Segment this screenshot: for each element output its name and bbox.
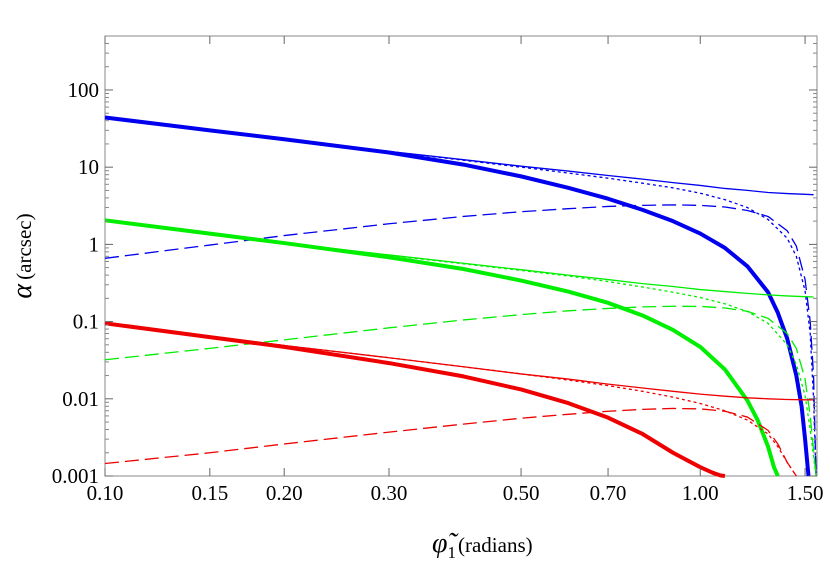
series-line-8 (104, 305, 817, 477)
series-line-1 (104, 115, 811, 477)
series-line-3 (104, 116, 817, 477)
y-tick-label: 100 (68, 78, 100, 102)
series-line-7 (104, 219, 817, 477)
x-axis-label: φ̃1(radians) (432, 528, 533, 562)
y-tick-label: 0.1 (73, 310, 99, 334)
series-line-12 (104, 407, 797, 477)
y-tick-label: 0.001 (52, 464, 99, 488)
y-axis-ticks: 0.001 0.01 0.1 1 10 100 (52, 35, 817, 488)
series-line-10 (104, 322, 814, 401)
series-line-6 (104, 219, 814, 298)
x-tick-label: 0.70 (590, 481, 627, 505)
series-line-2 (104, 116, 814, 196)
x-tick-label: 0.30 (371, 481, 408, 505)
y-axis-label: α(arcsec) (7, 213, 38, 298)
x-tick-label: 1.00 (682, 481, 719, 505)
y-tick-label: 10 (78, 155, 99, 179)
series-line-9 (104, 321, 726, 478)
x-tick-label: 1.50 (787, 481, 824, 505)
x-tick-label: 0.15 (191, 481, 228, 505)
y-tick-label: 0.01 (62, 387, 99, 411)
x-tick-label: 0.10 (87, 481, 124, 505)
x-tick-label: 0.20 (266, 481, 303, 505)
series-layer (104, 115, 817, 478)
series-line-4 (104, 204, 817, 477)
y-tick-label: 1 (89, 232, 100, 256)
x-tick-label: 0.50 (503, 481, 540, 505)
x-axis-ticks: 0.10 0.15 0.20 0.30 0.50 0.70 1.00 1.50 (87, 36, 824, 505)
